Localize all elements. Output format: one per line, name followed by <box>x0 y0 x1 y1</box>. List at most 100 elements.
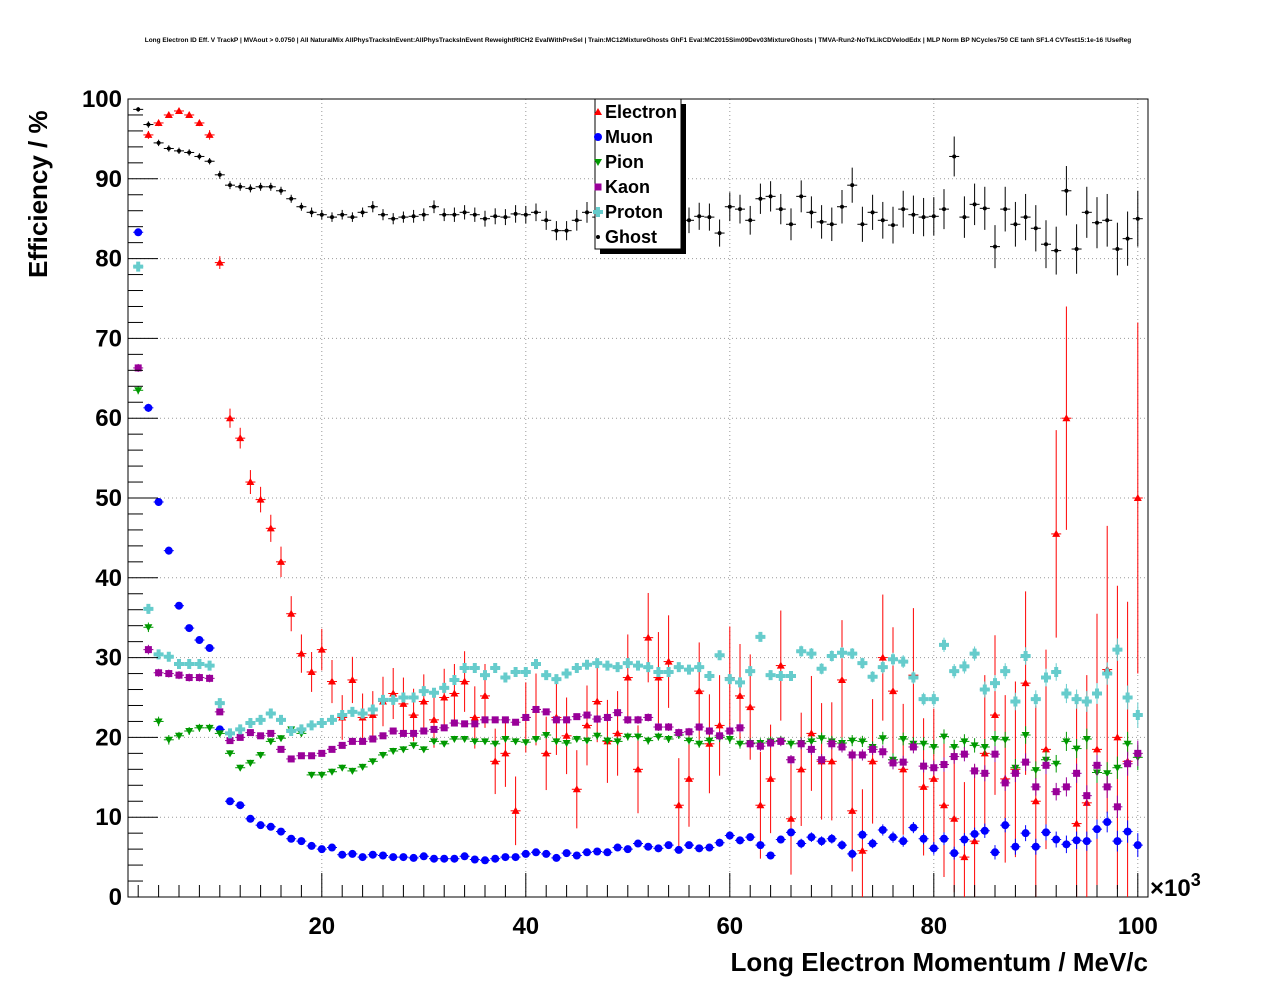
data-point <box>962 215 967 220</box>
data-point <box>736 691 744 699</box>
data-point <box>511 806 520 814</box>
data-point <box>877 662 888 673</box>
data-point <box>878 653 887 661</box>
data-point <box>523 212 528 217</box>
data-point <box>827 757 836 765</box>
data-point <box>563 716 571 724</box>
data-point <box>705 727 713 735</box>
data-point <box>532 848 540 857</box>
data-point <box>542 849 551 858</box>
data-point <box>156 140 161 145</box>
data-point <box>177 148 181 153</box>
data-point <box>450 735 459 743</box>
data-point <box>960 835 969 844</box>
data-point <box>256 751 265 759</box>
data-point <box>940 761 948 769</box>
data-point <box>207 159 212 164</box>
data-point <box>602 660 613 671</box>
data-point <box>520 666 531 677</box>
data-point <box>787 756 795 764</box>
data-point <box>717 231 722 236</box>
data-point <box>429 687 439 698</box>
data-point <box>959 661 970 672</box>
data-point <box>338 741 346 749</box>
data-point <box>459 662 470 673</box>
data-point <box>787 814 795 822</box>
data-point <box>1103 817 1112 826</box>
data-point <box>838 743 846 751</box>
data-point <box>715 721 724 729</box>
data-layer <box>133 106 1143 897</box>
data-point <box>736 836 744 845</box>
data-point <box>195 674 203 682</box>
data-point <box>858 830 867 839</box>
data-point <box>1074 247 1079 252</box>
data-point <box>746 703 755 711</box>
data-point <box>512 718 520 726</box>
data-point <box>225 728 235 739</box>
data-point <box>838 841 846 850</box>
data-point <box>1042 745 1050 753</box>
data-point <box>174 658 184 669</box>
data-point <box>837 647 847 658</box>
data-point <box>195 636 204 645</box>
data-point <box>929 743 938 751</box>
data-point <box>165 670 173 678</box>
data-point <box>228 183 232 188</box>
data-point <box>848 806 857 814</box>
data-point <box>654 723 662 731</box>
data-point <box>1031 767 1040 775</box>
data-point <box>542 749 551 757</box>
data-point <box>204 660 215 671</box>
data-point <box>960 738 969 746</box>
data-point <box>460 852 469 861</box>
series-muon <box>133 228 1143 865</box>
data-point <box>787 740 795 748</box>
data-point <box>164 110 173 118</box>
data-point <box>1030 694 1041 705</box>
data-point <box>215 258 224 266</box>
data-point <box>899 735 908 743</box>
data-point <box>746 740 754 748</box>
legend-entry-electron: Electron <box>594 102 677 122</box>
data-point <box>643 662 654 673</box>
data-point <box>848 737 857 745</box>
data-point <box>583 737 591 745</box>
data-point <box>623 673 632 681</box>
data-point <box>1093 825 1101 834</box>
data-point <box>807 745 815 753</box>
data-point <box>340 212 345 217</box>
data-point <box>694 662 705 673</box>
data-point <box>899 765 908 773</box>
data-point <box>1031 797 1040 805</box>
data-point <box>510 666 521 677</box>
data-point <box>593 697 602 705</box>
data-point <box>1021 829 1030 838</box>
data-point <box>1132 710 1143 721</box>
data-point <box>470 713 479 721</box>
data-point <box>379 851 387 860</box>
legend-marker <box>594 183 602 191</box>
data-point <box>1122 692 1133 703</box>
data-point <box>491 757 500 765</box>
data-point <box>828 740 836 748</box>
data-point <box>612 662 623 673</box>
data-point <box>134 364 142 372</box>
data-point <box>869 745 877 753</box>
data-point <box>296 724 307 735</box>
data-point <box>134 387 143 395</box>
data-point <box>982 206 987 211</box>
data-point <box>185 624 194 633</box>
data-point <box>185 674 193 682</box>
data-point <box>511 853 520 862</box>
data-point <box>644 713 652 721</box>
data-point <box>858 846 867 854</box>
data-point <box>440 724 448 732</box>
data-point <box>389 853 398 862</box>
legend-label: Proton <box>605 202 663 222</box>
data-point <box>1042 828 1050 837</box>
axis-ticks: 0 10 20 30 40 50 60 70 80 90 100 20 40 60 80 100 <box>82 86 1158 940</box>
data-point <box>1125 236 1130 241</box>
data-point <box>727 204 732 209</box>
data-point <box>921 215 926 220</box>
